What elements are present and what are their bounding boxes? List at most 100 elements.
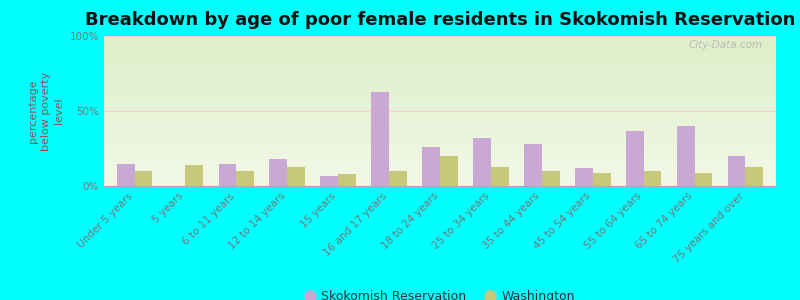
Bar — [104, 71, 776, 72]
Bar — [104, 99, 776, 100]
Bar — [104, 116, 776, 117]
Bar — [104, 83, 776, 84]
Bar — [104, 80, 776, 81]
Bar — [186, 165, 203, 186]
Bar — [104, 60, 776, 61]
Bar — [104, 69, 776, 70]
Bar — [104, 106, 776, 107]
Bar — [694, 172, 712, 186]
Bar — [524, 144, 542, 186]
Bar — [728, 156, 746, 186]
Bar — [104, 64, 776, 65]
Bar — [104, 128, 776, 129]
Bar — [104, 42, 776, 43]
Bar — [104, 89, 776, 90]
Bar — [104, 96, 776, 97]
Bar — [104, 94, 776, 95]
Bar — [746, 167, 763, 186]
Bar — [104, 179, 776, 180]
Bar — [104, 72, 776, 73]
Bar — [338, 174, 356, 186]
Bar — [104, 40, 776, 41]
Bar — [104, 151, 776, 152]
Bar — [104, 79, 776, 80]
Bar — [104, 70, 776, 71]
Bar — [104, 136, 776, 137]
Bar — [104, 133, 776, 134]
Bar — [104, 165, 776, 166]
Bar — [134, 171, 152, 186]
Bar — [104, 141, 776, 142]
Bar — [422, 147, 440, 186]
Bar — [104, 117, 776, 118]
Bar — [104, 159, 776, 160]
Bar — [104, 122, 776, 123]
Bar — [104, 135, 776, 136]
Bar — [104, 62, 776, 63]
Bar — [677, 126, 694, 186]
Legend: Skokomish Reservation, Washington: Skokomish Reservation, Washington — [300, 285, 580, 300]
Bar — [104, 101, 776, 102]
Bar — [104, 53, 776, 54]
Bar — [104, 163, 776, 164]
Text: City-Data.com: City-Data.com — [689, 40, 762, 50]
Bar — [104, 180, 776, 181]
Bar — [104, 158, 776, 159]
Bar — [104, 124, 776, 125]
Bar — [104, 176, 776, 177]
Bar — [320, 176, 338, 186]
Bar — [104, 154, 776, 155]
Bar — [104, 145, 776, 146]
Bar — [104, 75, 776, 76]
Bar — [104, 132, 776, 133]
Bar — [389, 171, 407, 186]
Bar — [104, 143, 776, 144]
Bar — [104, 115, 776, 116]
Bar — [104, 150, 776, 151]
Bar — [104, 49, 776, 50]
Bar — [104, 104, 776, 105]
Bar — [104, 97, 776, 98]
Bar — [104, 164, 776, 165]
Bar — [104, 157, 776, 158]
Bar — [104, 88, 776, 89]
Bar — [104, 114, 776, 115]
Bar — [104, 100, 776, 101]
Bar — [104, 73, 776, 74]
Bar — [104, 161, 776, 162]
Bar — [491, 167, 509, 186]
Title: Breakdown by age of poor female residents in Skokomish Reservation: Breakdown by age of poor female resident… — [85, 11, 795, 29]
Bar — [104, 131, 776, 132]
Bar — [104, 92, 776, 93]
Bar — [104, 169, 776, 170]
Bar — [104, 140, 776, 141]
Bar — [104, 85, 776, 86]
Bar — [104, 126, 776, 127]
Bar — [104, 51, 776, 52]
Bar — [104, 93, 776, 94]
Bar — [104, 183, 776, 184]
Bar — [104, 167, 776, 168]
Bar — [104, 112, 776, 113]
Bar — [104, 110, 776, 111]
Bar — [104, 155, 776, 156]
Bar — [104, 174, 776, 175]
Bar — [104, 78, 776, 79]
Bar — [104, 127, 776, 128]
Bar — [104, 177, 776, 178]
Bar — [104, 125, 776, 126]
Bar — [104, 160, 776, 161]
Bar — [104, 90, 776, 91]
Bar — [104, 118, 776, 119]
Bar — [104, 86, 776, 87]
Bar — [218, 164, 236, 186]
Bar — [104, 156, 776, 157]
Bar — [117, 164, 134, 186]
Bar — [104, 153, 776, 154]
Bar — [104, 119, 776, 120]
Bar — [104, 105, 776, 106]
Bar — [104, 95, 776, 96]
Bar — [104, 46, 776, 47]
Bar — [104, 47, 776, 48]
Bar — [104, 48, 776, 49]
